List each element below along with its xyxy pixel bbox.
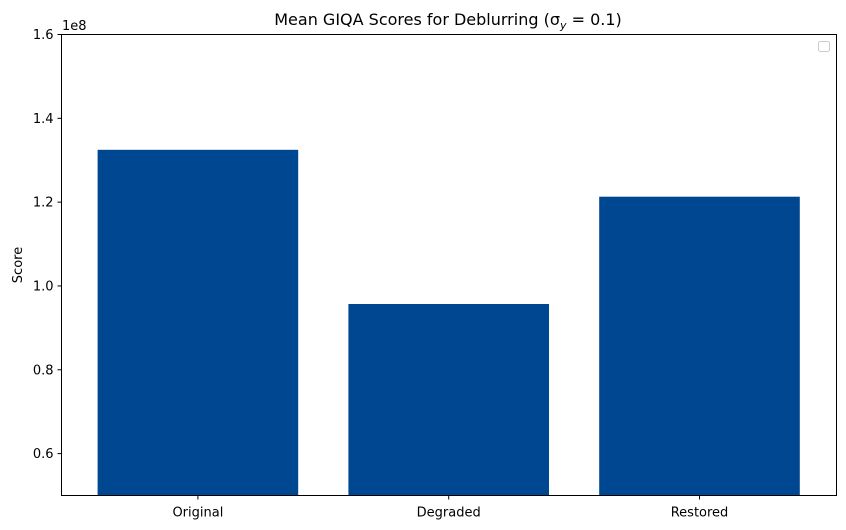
x-tick-label: Restored: [671, 506, 729, 521]
bar-restored: [599, 196, 800, 496]
chart-title: Mean GIQA Scores for Deblurring (σy = 0.…: [274, 10, 622, 32]
y-tick-label: 0.6: [33, 447, 54, 462]
x-tick-label: Original: [172, 506, 223, 521]
legend-box: [818, 41, 830, 52]
y-tick-label: 1.6: [33, 28, 54, 43]
x-ticks-group: Original Degraded Restored: [172, 495, 729, 521]
y-axis-offset-label: 1e8: [62, 19, 87, 34]
y-ticks-group: 0.6 0.8 1.0 1.2 1.4 1.6: [33, 28, 62, 462]
bar-original: [97, 149, 299, 496]
y-tick-label: 0.8: [33, 363, 54, 378]
y-tick-label: 1.2: [33, 196, 54, 211]
chart-title-subscript: y: [559, 19, 567, 32]
y-tick-label: 1.4: [33, 112, 54, 127]
bar-degraded: [348, 304, 549, 496]
chart-title-tail: = 0.1): [566, 10, 621, 29]
plot-frame: [61, 34, 837, 496]
y-tick-label: 1.0: [33, 279, 54, 294]
y-axis-label: Score: [11, 247, 26, 283]
x-tick-label: Degraded: [417, 506, 481, 521]
bars-group: [97, 149, 800, 496]
